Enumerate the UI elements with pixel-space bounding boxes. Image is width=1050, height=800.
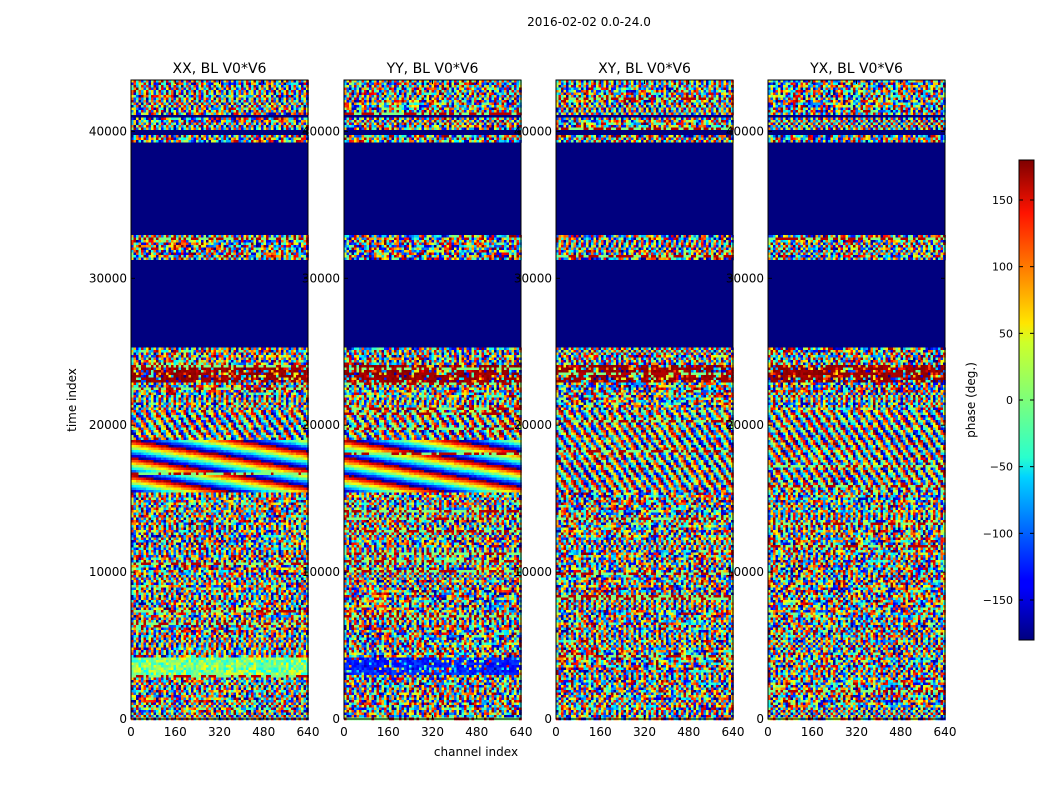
x-tick-label: 480	[889, 725, 912, 739]
x-tick-label: 320	[208, 725, 231, 739]
phase-heatmap	[556, 80, 734, 720]
colorbar-tick-label: −150	[983, 594, 1013, 607]
y-tick-label: 30000	[726, 271, 764, 285]
x-tick-label: 640	[297, 725, 320, 739]
panel-title: XY, BL V0*V6	[598, 61, 691, 77]
x-tick-label: 640	[510, 725, 533, 739]
x-tick-label: 320	[633, 725, 656, 739]
y-tick-label: 20000	[89, 418, 127, 432]
y-tick-label: 40000	[726, 124, 764, 138]
y-tick-label: 20000	[726, 418, 764, 432]
y-tick-label: 40000	[302, 124, 340, 138]
x-tick-label: 0	[764, 725, 772, 739]
y-tick-label: 0	[544, 712, 552, 726]
x-tick-label: 320	[845, 725, 868, 739]
y-tick-label: 30000	[89, 271, 127, 285]
phase-heatmap	[131, 80, 309, 720]
y-tick-label: 20000	[302, 418, 340, 432]
panel-xy: XY, BL V0*V6 0 160 320 480 640 0 10000 20000 3000…	[514, 61, 745, 739]
y-tick-label: 0	[332, 712, 340, 726]
panel-yx: YX, BL V0*V6 0 160 320 480 640 0 10000 20000 3000…	[726, 61, 957, 739]
x-tick-label: 160	[801, 725, 824, 739]
x-tick-label: 0	[340, 725, 348, 739]
x-tick-label: 160	[589, 725, 612, 739]
x-tick-label: 480	[252, 725, 275, 739]
y-tick-label: 10000	[726, 565, 764, 579]
panel-xx: XX, BL V0*V6 0 160 320 480 640 0 10000 20000 3000…	[89, 61, 320, 739]
colorbar-tick-label: 150	[992, 194, 1013, 207]
colorbar-tick-label: 50	[999, 327, 1013, 340]
phase-heatmap	[768, 80, 946, 720]
x-tick-label: 640	[934, 725, 957, 739]
y-axis-label: time index	[65, 368, 79, 432]
panel-title: XX, BL V0*V6	[173, 61, 267, 77]
phase-heatmap	[344, 80, 522, 720]
x-tick-label: 160	[377, 725, 400, 739]
panel-title: YY, BL V0*V6	[386, 61, 479, 77]
colorbar-tick-label: 0	[1006, 394, 1013, 407]
y-tick-label: 10000	[89, 565, 127, 579]
x-tick-label: 160	[164, 725, 187, 739]
figure-suptitle: 2016-02-02 0.0-24.0	[527, 15, 651, 29]
panel-title: YX, BL V0*V6	[809, 61, 903, 77]
colorbar-label: phase (deg.)	[964, 362, 978, 438]
colorbar-tick-label: −50	[990, 461, 1013, 474]
x-tick-label: 480	[465, 725, 488, 739]
colorbar: 150 100 50 0 −50 −100 −150	[983, 160, 1034, 640]
y-tick-label: 0	[119, 712, 127, 726]
x-tick-label: 320	[421, 725, 444, 739]
y-tick-label: 10000	[514, 565, 552, 579]
colorbar-tick-label: −100	[983, 527, 1013, 540]
y-tick-label: 0	[756, 712, 764, 726]
y-tick-label: 20000	[514, 418, 552, 432]
panel-yy: YY, BL V0*V6 0 160 320 480 640 0 10000 20000 3000…	[302, 61, 533, 739]
y-tick-label: 40000	[89, 124, 127, 138]
figure: 2016-02-02 0.0-24.0 XX, BL V0*V6 0 160 320 4…	[0, 0, 1050, 800]
x-axis-label: channel index	[434, 745, 518, 759]
y-tick-label: 10000	[302, 565, 340, 579]
colorbar-tick-label: 100	[992, 261, 1013, 274]
x-tick-label: 480	[677, 725, 700, 739]
x-tick-label: 0	[127, 725, 135, 739]
x-tick-label: 640	[722, 725, 745, 739]
y-tick-label: 40000	[514, 124, 552, 138]
y-tick-label: 30000	[514, 271, 552, 285]
x-tick-label: 0	[552, 725, 560, 739]
y-tick-label: 30000	[302, 271, 340, 285]
